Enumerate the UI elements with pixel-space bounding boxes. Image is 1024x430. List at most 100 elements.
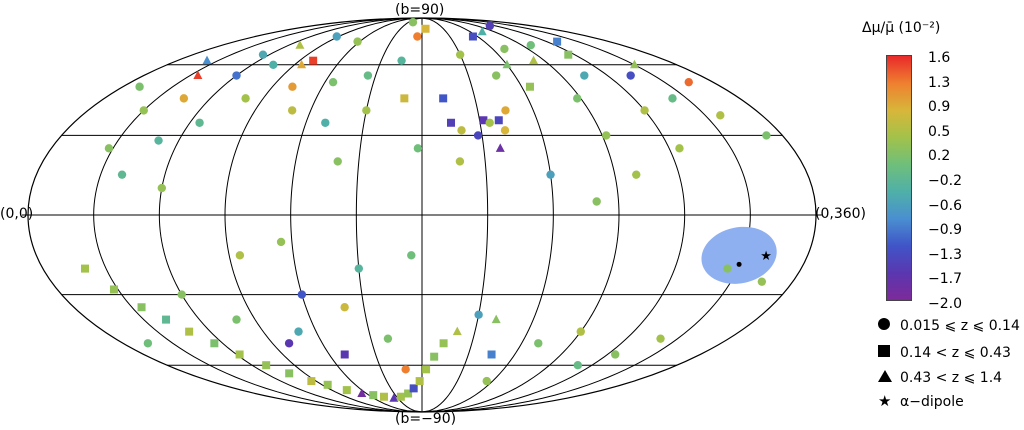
square-point [80, 264, 89, 273]
triangle-point [389, 393, 399, 402]
square-point [404, 389, 413, 398]
circle-point [626, 71, 635, 80]
circle-point [668, 94, 677, 103]
circle-point [611, 350, 620, 359]
circle-point [157, 183, 167, 193]
square-point [447, 118, 456, 127]
circle-point [457, 126, 466, 135]
circle-point [258, 50, 268, 59]
square-point [323, 380, 332, 389]
colorbar-tick: 1.3 [928, 74, 951, 91]
circle-point [333, 157, 342, 166]
square-point [262, 361, 271, 370]
circle-point [762, 131, 771, 140]
circle-point [397, 56, 406, 65]
square-point [307, 377, 316, 386]
colorbar-tick: 0.2 [928, 148, 951, 165]
circle-point [235, 251, 245, 260]
circle-point [716, 111, 725, 120]
square-point [415, 377, 424, 386]
circle-point [534, 339, 543, 348]
mollweide-chart: ★ [22, 17, 822, 413]
circle-point [592, 197, 601, 206]
circle-point [455, 157, 465, 166]
circle-point [241, 94, 250, 103]
circle-point [632, 170, 641, 179]
circle-point [332, 32, 341, 41]
dipole-region: ★ [701, 226, 777, 284]
square-point [285, 369, 294, 378]
triangle-point [491, 314, 501, 324]
circle-point [177, 290, 186, 299]
circle-point [757, 277, 767, 286]
square-point [137, 303, 146, 312]
square-point [479, 116, 488, 125]
colorbar-tick: 0.9 [928, 99, 951, 116]
circle-point [500, 126, 510, 135]
circle-point [675, 144, 684, 153]
colorbar-tick: −0.2 [928, 173, 962, 189]
circle-point [656, 334, 665, 343]
circle-point [362, 106, 371, 115]
circle-point [408, 18, 418, 27]
square-point [439, 94, 448, 103]
circle-point [363, 71, 373, 80]
triangle-point [193, 70, 203, 80]
alpha-dipole-star: ★ [760, 249, 772, 264]
circle-point [723, 264, 732, 273]
circle-point [269, 60, 278, 70]
square-point [430, 352, 439, 361]
circle-point [573, 94, 582, 103]
circle-point [501, 106, 510, 115]
circle-point [287, 106, 297, 115]
colorbar-tick: 0.5 [928, 123, 951, 140]
circle-point [407, 251, 416, 260]
circle-point [684, 77, 693, 87]
circle-point [485, 118, 494, 127]
circle-point [276, 237, 286, 247]
triangle-point [495, 143, 505, 152]
colorbar-tick: −1.7 [928, 271, 962, 288]
circle-point [340, 303, 349, 312]
square-point [379, 392, 388, 401]
square-point [340, 350, 349, 359]
right-label: (0,360) [815, 206, 867, 222]
circle-point [232, 315, 241, 324]
square-point [210, 339, 219, 348]
dipole-confidence-region [701, 226, 777, 284]
circle-point [232, 71, 241, 80]
square-point [400, 94, 409, 103]
legend-circle: 0.015 ⩽ z ⩽ 0.14 [878, 318, 1020, 334]
square-point [342, 386, 351, 395]
colorbar-tick: 1.6 [928, 50, 951, 66]
square-point [109, 285, 118, 294]
left-label: (0,0) [0, 206, 34, 222]
circle-point [573, 360, 583, 370]
colorbar-label: Δμ/μ̄ (10⁻²) [862, 20, 941, 36]
square-point [422, 365, 431, 374]
circle-point [104, 144, 114, 153]
circle-point [284, 339, 294, 348]
circle-point [321, 118, 330, 127]
square-point [309, 56, 318, 65]
circle-point [297, 290, 307, 299]
circle-point [640, 106, 649, 115]
circle-point [500, 44, 509, 54]
circle-point [143, 339, 153, 348]
triangle-marker-icon [878, 370, 892, 382]
circle-point [482, 376, 491, 386]
triangle-point [502, 59, 512, 69]
square-point [525, 82, 534, 91]
triangle-point [297, 59, 307, 69]
circle-point [383, 334, 393, 343]
square-point [494, 116, 503, 125]
colorbar-tick: −1.3 [928, 246, 962, 263]
circle-point [154, 136, 163, 145]
legend-square-label: 0.14 < z ⩽ 0.43 [900, 345, 1011, 361]
legend-star: ★ α−dipole [878, 394, 964, 411]
square-point [487, 350, 496, 359]
circle-point [139, 106, 148, 115]
graticule [22, 17, 822, 413]
bottom-pole-label: (b=−90) [395, 411, 457, 427]
circle-point [580, 71, 589, 80]
